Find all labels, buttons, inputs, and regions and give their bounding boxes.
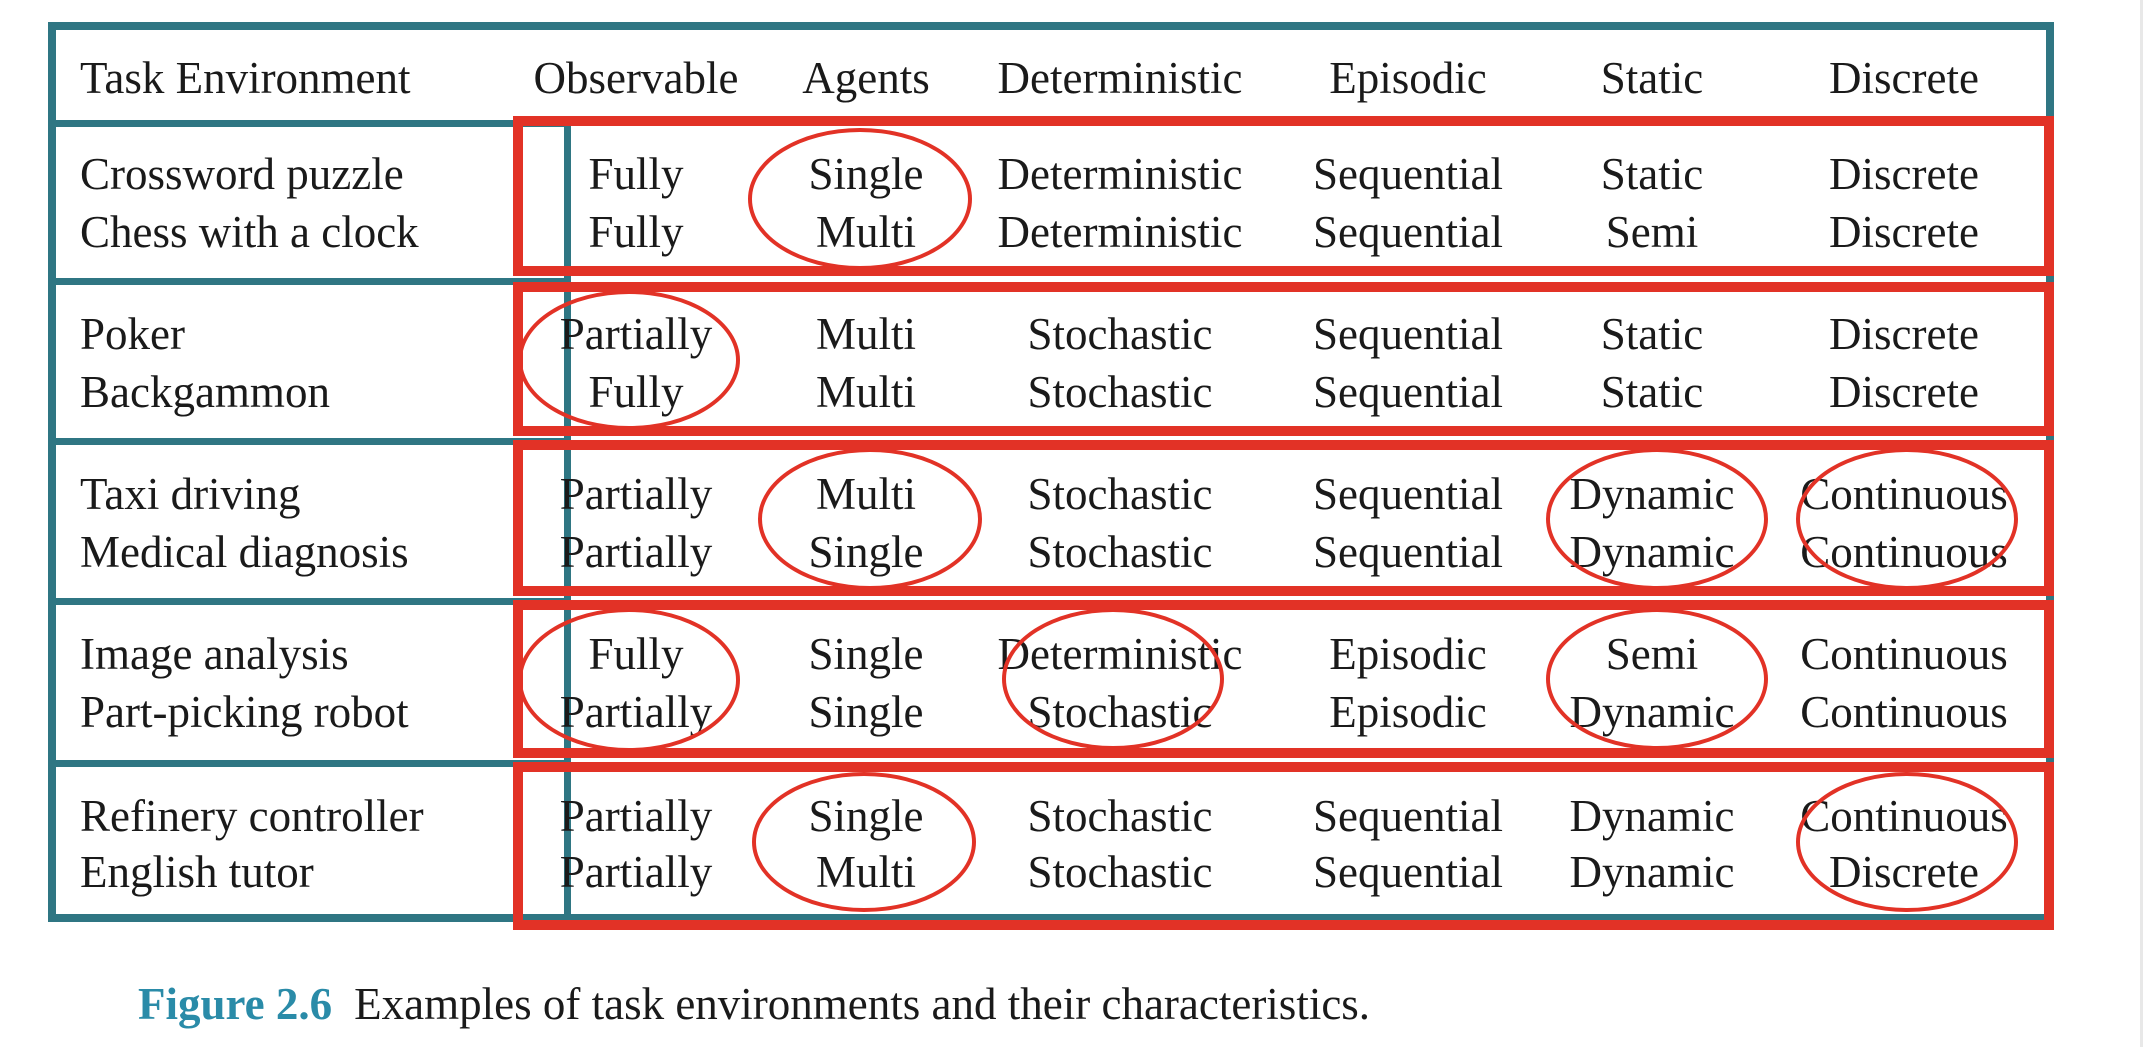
row-label: Medical diagnosis xyxy=(80,527,409,577)
table-cell: Fully xyxy=(588,207,684,257)
table-cell: Partially xyxy=(559,847,713,897)
table-cell: Sequential xyxy=(1313,791,1503,841)
row-label: Backgammon xyxy=(80,367,330,417)
table-cell: Continuous xyxy=(1800,687,2008,737)
table-cell: Discrete xyxy=(1829,367,1979,417)
row-label: Part-picking robot xyxy=(80,687,409,737)
table-cell: Discrete xyxy=(1829,149,1979,199)
table-cell: Episodic xyxy=(1329,687,1487,737)
table-cell: Sequential xyxy=(1313,847,1503,897)
table-cell: Deterministic xyxy=(997,149,1243,199)
column-header-agents: Agents xyxy=(802,53,930,103)
table-cell: Stochastic xyxy=(1027,791,1213,841)
table-cell: Stochastic xyxy=(1027,469,1213,519)
first-column-divider xyxy=(564,120,571,922)
annotation-box xyxy=(513,762,2054,930)
annotation-box xyxy=(513,116,2054,276)
row-label: Crossword puzzle xyxy=(80,149,404,199)
table-cell: Semi xyxy=(1605,207,1699,257)
table-cell: Partially xyxy=(559,791,713,841)
table-cell: Sequential xyxy=(1313,469,1503,519)
figure-caption: Figure 2.6 Examples of task environments … xyxy=(138,978,1370,1030)
row-label: Poker xyxy=(80,309,185,359)
annotation-ellipse xyxy=(752,772,976,912)
annotation-box xyxy=(513,282,2054,436)
row-label: Refinery controller xyxy=(80,791,424,841)
column-header-discrete: Discrete xyxy=(1829,53,1979,103)
column-header-task-environment: Task Environment xyxy=(80,53,411,103)
row-divider xyxy=(56,278,571,285)
table-cell: Stochastic xyxy=(1027,309,1213,359)
table-cell: Discrete xyxy=(1829,207,1979,257)
table-cell: Discrete xyxy=(1829,309,1979,359)
column-header-episodic: Episodic xyxy=(1329,53,1487,103)
table-cell: Single xyxy=(808,687,924,737)
annotation-ellipse xyxy=(748,128,972,270)
column-header-observable: Observable xyxy=(533,53,739,103)
row-label: Image analysis xyxy=(80,629,349,679)
row-label: Taxi driving xyxy=(80,469,301,519)
figure-caption-text: Examples of task environments and their … xyxy=(354,979,1371,1029)
annotation-ellipse xyxy=(1796,448,2018,590)
table-cell: Dynamic xyxy=(1569,791,1735,841)
table-cell: Static xyxy=(1600,309,1704,359)
annotation-ellipse xyxy=(518,608,740,752)
row-divider xyxy=(56,120,571,127)
table-cell: Partially xyxy=(559,527,713,577)
table-cell: Episodic xyxy=(1329,629,1487,679)
row-label: Chess with a clock xyxy=(80,207,419,257)
table-cell: Multi xyxy=(815,309,917,359)
table-cell: Stochastic xyxy=(1027,527,1213,577)
row-label: English tutor xyxy=(80,847,314,897)
annotation-ellipse xyxy=(518,290,740,430)
table-cell: Dynamic xyxy=(1569,847,1735,897)
row-divider xyxy=(56,598,571,605)
table-cell: Sequential xyxy=(1313,207,1503,257)
annotation-ellipse xyxy=(1546,448,1768,590)
annotation-ellipse xyxy=(1546,608,1768,750)
table-cell: Static xyxy=(1600,367,1704,417)
table-cell: Multi xyxy=(815,367,917,417)
table-cell: Partially xyxy=(559,469,713,519)
table-cell: Static xyxy=(1600,149,1704,199)
figure-label: Figure 2.6 xyxy=(138,979,333,1029)
table-cell: Sequential xyxy=(1313,527,1503,577)
column-header-deterministic: Deterministic xyxy=(997,53,1243,103)
table-cell: Stochastic xyxy=(1027,367,1213,417)
column-header-static: Static xyxy=(1600,53,1704,103)
annotation-box xyxy=(513,440,2054,596)
annotation-box xyxy=(513,600,2054,758)
table-cell: Deterministic xyxy=(997,207,1243,257)
annotation-ellipse xyxy=(1002,608,1224,750)
annotation-ellipse xyxy=(758,448,982,590)
table-cell: Stochastic xyxy=(1027,847,1213,897)
annotation-ellipse xyxy=(1796,772,2018,912)
table-cell: Fully xyxy=(588,149,684,199)
page-edge xyxy=(2140,0,2143,1047)
table-cell: Single xyxy=(808,629,924,679)
table-cell: Sequential xyxy=(1313,149,1503,199)
row-divider xyxy=(56,438,571,445)
row-divider xyxy=(56,760,571,767)
table-cell: Sequential xyxy=(1313,309,1503,359)
table-cell: Continuous xyxy=(1800,629,2008,679)
table-cell: Sequential xyxy=(1313,367,1503,417)
